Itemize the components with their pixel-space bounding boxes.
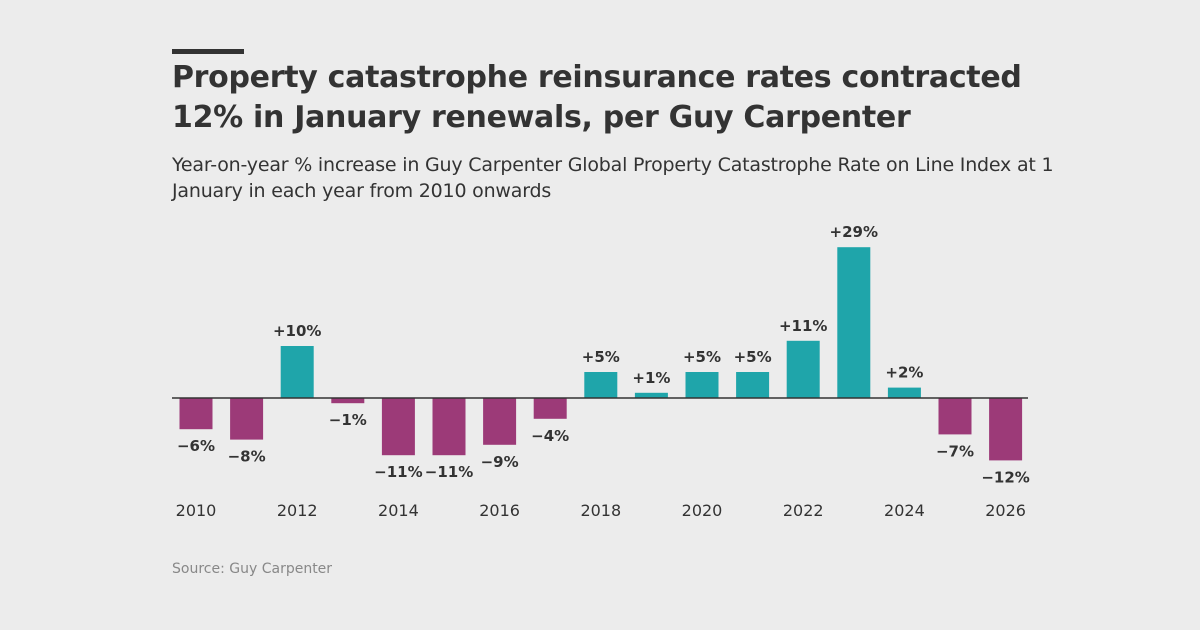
bar-2012 <box>280 346 314 398</box>
x-tick-label-2026: 2026 <box>985 501 1026 520</box>
bar-2020 <box>685 372 719 398</box>
chart-subtitle: Year-on-year % increase in Guy Carpenter… <box>172 154 1054 202</box>
bar-2025 <box>938 398 972 435</box>
data-label-2023: +29% <box>830 223 878 241</box>
bar-2022 <box>786 340 820 398</box>
bar-2017 <box>533 398 567 419</box>
bar-2023 <box>837 247 871 398</box>
data-label-2026: −12% <box>981 468 1029 486</box>
x-tick-label-2018: 2018 <box>580 501 621 520</box>
x-tick-label-2012: 2012 <box>277 501 318 520</box>
title-accent-bar <box>172 49 244 54</box>
bar-2019 <box>634 392 668 398</box>
data-label-2014: −11% <box>374 463 422 481</box>
bar-2013 <box>331 398 365 404</box>
x-tick-label-2024: 2024 <box>884 501 925 520</box>
data-label-2013: −1% <box>329 411 367 429</box>
data-label-2020: +5% <box>683 348 721 366</box>
bar-2016 <box>483 398 517 445</box>
x-tick-label-2016: 2016 <box>479 501 520 520</box>
data-label-2018: +5% <box>582 348 620 366</box>
source-note: Source: Guy Carpenter <box>172 561 333 577</box>
bar-2014 <box>381 398 415 456</box>
data-label-2019: +1% <box>632 369 670 387</box>
bar-2024 <box>887 387 921 398</box>
data-label-2015: −11% <box>425 463 473 481</box>
data-label-2021: +5% <box>734 348 772 366</box>
data-label-2010: −6% <box>177 437 215 455</box>
data-label-2011: −8% <box>228 448 266 466</box>
bar-2021 <box>736 372 770 398</box>
data-label-2012: +10% <box>273 322 321 340</box>
chart-title: Property catastrophe reinsurance rates c… <box>172 60 1022 135</box>
x-tick-label-2010: 2010 <box>176 501 217 520</box>
bar-2018 <box>584 372 618 398</box>
data-label-2022: +11% <box>779 317 827 335</box>
bar-2026 <box>989 398 1023 461</box>
x-tick-label-2014: 2014 <box>378 501 419 520</box>
data-label-2024: +2% <box>885 364 923 382</box>
bar-2015 <box>432 398 466 456</box>
data-label-2016: −9% <box>481 453 519 471</box>
data-label-2025: −7% <box>936 442 974 460</box>
data-label-2017: −4% <box>531 427 569 445</box>
bar-2010 <box>179 398 213 430</box>
x-tick-label-2020: 2020 <box>682 501 723 520</box>
bar-2011 <box>230 398 264 440</box>
x-tick-label-2022: 2022 <box>783 501 824 520</box>
